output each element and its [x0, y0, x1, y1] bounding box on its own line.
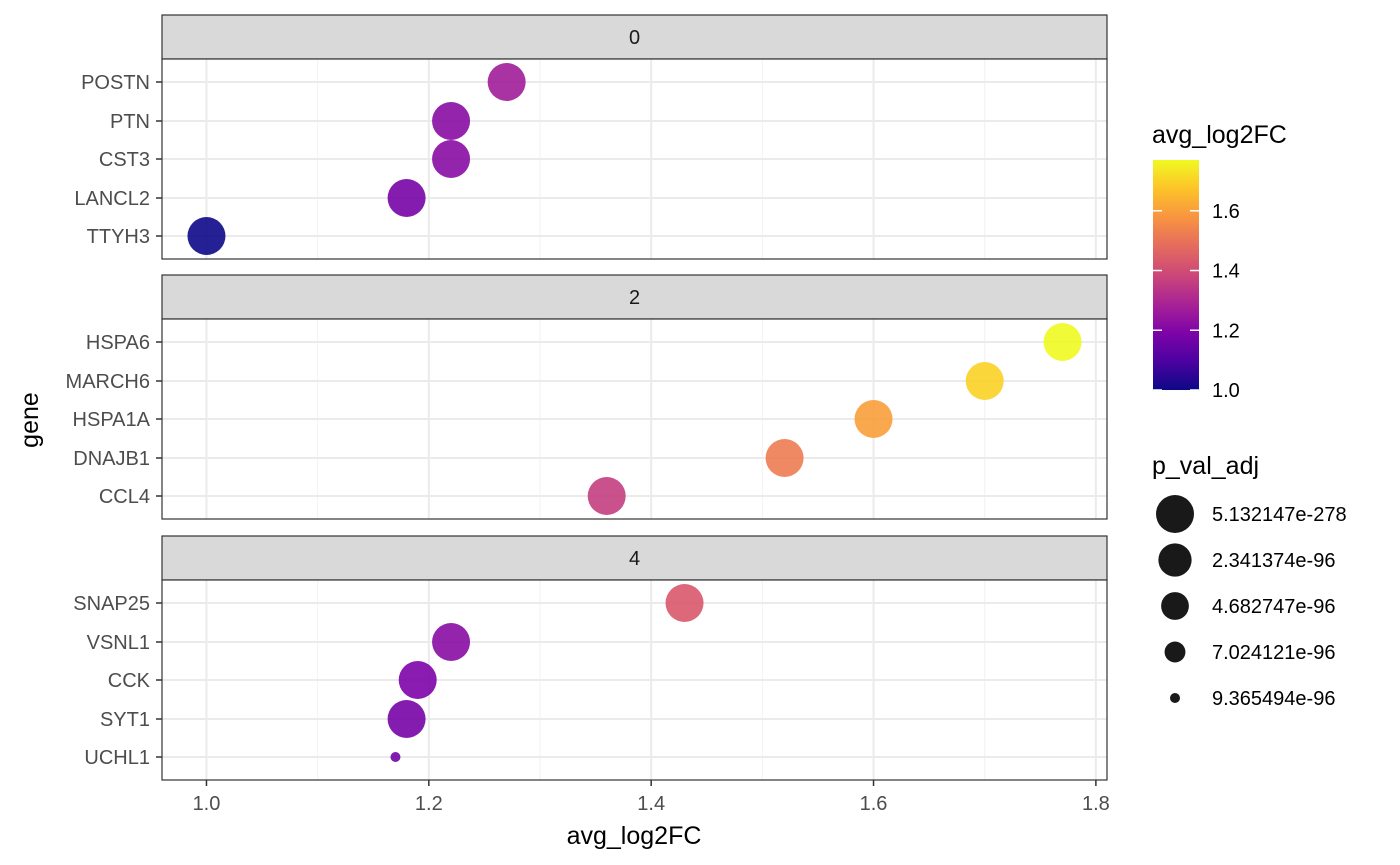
facet-strip-label: 4 [629, 548, 640, 570]
data-point-ptn [432, 102, 471, 140]
data-point-lancl2 [387, 179, 426, 217]
gene-label: MARCH6 [66, 371, 150, 393]
facet-panel-0: 0 POSTN PTN CST3 LANCL2 TTYH3 [74, 14, 1108, 260]
gene-label: SYT1 [100, 709, 150, 731]
color-legend-label: 1.4 [1212, 261, 1240, 283]
data-point-syt1 [387, 700, 426, 738]
data-point-vsnl1 [432, 623, 471, 661]
facet-strip [161, 274, 1108, 320]
data-point-uchl1 [390, 752, 401, 762]
size-legend-key [1170, 693, 1180, 703]
x-tick-label: 1.0 [193, 793, 221, 815]
size-legend-key [1158, 543, 1192, 577]
size-legend-key [1161, 592, 1189, 620]
gene-label: LANCL2 [74, 188, 150, 210]
data-point-cck [398, 661, 437, 699]
data-point-march6 [965, 362, 1004, 400]
facet-strip-label: 0 [629, 27, 640, 49]
size-legend-title: p_val_adj [1152, 452, 1259, 480]
color-legend-title: avg_log2FC [1152, 121, 1287, 149]
gene-label: TTYH3 [87, 226, 150, 248]
data-point-hspa1a [854, 400, 893, 438]
y-axis-title: gene [16, 392, 44, 448]
facet-panel-2: 2 HSPA6 MARCH6 HSPA1A DNAJB1 CCL4 [66, 274, 1108, 520]
gene-label: DNAJB1 [73, 448, 150, 470]
color-legend-label: 1.2 [1212, 320, 1240, 342]
size-legend-label: 9.365494e-96 [1212, 688, 1335, 710]
size-legend-label: 7.024121e-96 [1212, 642, 1335, 664]
facet-panel-4: 4 SNAP25 VSNL1 CCK SYT1 UCHL1 [73, 535, 1108, 781]
color-legend-ticks: 1.0 1.2 1.4 1.6 [1153, 201, 1240, 402]
x-tick-label: 1.4 [637, 793, 665, 815]
color-legend-bar [1153, 160, 1199, 390]
size-legend-label: 2.341374e-96 [1212, 550, 1335, 572]
panel-border [161, 58, 1108, 260]
color-legend-label: 1.6 [1212, 201, 1240, 223]
color-legend-label: 1.0 [1212, 380, 1240, 402]
facet-panels: 0 POSTN PTN CST3 LANCL2 TTYH3 2 HSPA6 MARCH6 HSPA… [66, 14, 1108, 781]
panel-border [161, 318, 1108, 520]
data-point-snap25 [665, 584, 704, 622]
x-axis: 1.0 1.2 1.4 1.6 1.8 [193, 780, 1110, 815]
facet-strip-label: 2 [629, 287, 640, 309]
size-legend-key [1156, 495, 1194, 533]
gene-label: CCL4 [99, 486, 150, 508]
gene-label: CST3 [99, 149, 150, 171]
color-legend: avg_log2FC 1.0 1.2 1.4 1.6 [1152, 121, 1287, 402]
data-point-hspa6 [1043, 323, 1082, 361]
facet-strip [161, 14, 1108, 60]
data-point-dnajb1 [765, 439, 804, 477]
x-tick-label: 1.6 [860, 793, 888, 815]
size-legend-keys: 5.132147e-278 2.341374e-96 4.682747e-96 7.0… [1156, 495, 1347, 710]
gene-label: SNAP25 [73, 593, 150, 615]
gene-label: HSPA1A [73, 409, 151, 431]
data-point-ccl4 [587, 477, 626, 515]
gene-label: POSTN [81, 72, 150, 94]
panel-border [161, 579, 1108, 781]
x-axis-title: avg_log2FC [567, 822, 702, 850]
gene-label: UCHL1 [84, 747, 150, 769]
data-point-ttyh3 [187, 217, 226, 255]
data-point-cst3 [432, 140, 471, 178]
gene-label: CCK [108, 670, 151, 692]
gene-label: VSNL1 [87, 632, 150, 654]
x-tick-label: 1.8 [1082, 793, 1110, 815]
size-legend-key [1164, 641, 1186, 663]
gene-label: PTN [110, 111, 150, 133]
size-legend-label: 5.132147e-278 [1212, 504, 1347, 526]
facet-strip [161, 535, 1108, 581]
size-legend: p_val_adj 5.132147e-278 2.341374e-96 4.682… [1152, 452, 1347, 710]
x-tick-label: 1.2 [415, 793, 443, 815]
gene-label: HSPA6 [86, 332, 150, 354]
size-legend-label: 4.682747e-96 [1212, 596, 1335, 618]
data-point-postn [487, 63, 526, 101]
